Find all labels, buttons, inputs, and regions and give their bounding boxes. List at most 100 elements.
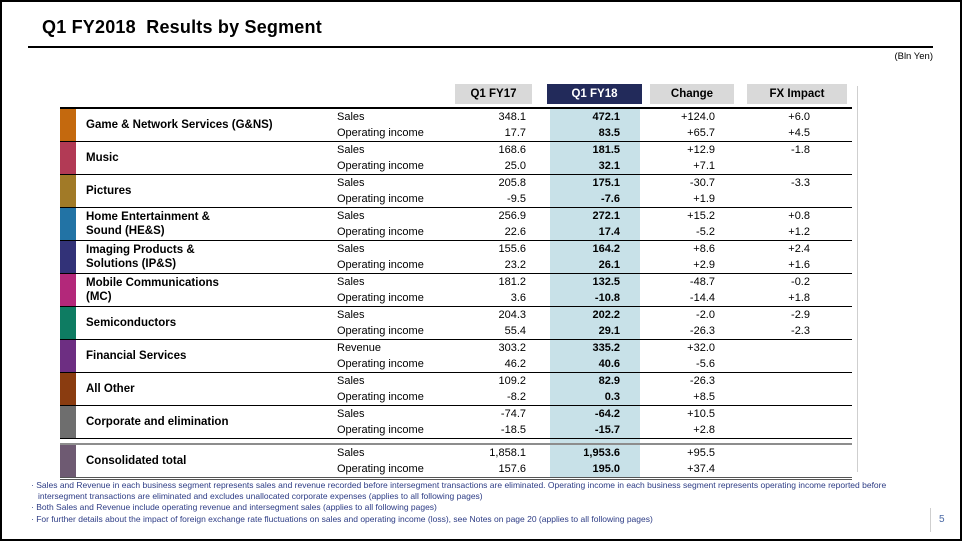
fx-impact-value [725, 373, 820, 389]
q1fy18-value: 181.5 [592, 144, 620, 156]
segment-row: Consolidated total Sales 1,858.1 1,953.6… [60, 445, 852, 477]
q1fy18-value: 335.2 [592, 342, 620, 354]
metric-label: Sales [337, 243, 365, 255]
q1fy18-value: 82.9 [598, 375, 620, 387]
segment-color-swatch [60, 241, 76, 273]
segment-color-swatch [60, 175, 76, 207]
q1fy17-value: 22.6 [504, 226, 526, 238]
segment-name: Game & Network Services (G&NS) [86, 118, 273, 131]
fx-impact-value [725, 356, 820, 372]
q1fy17-value: 1,858.1 [489, 447, 526, 459]
segment-name: Consolidated total [86, 454, 187, 467]
fx-impact-value: +0.8 [788, 210, 810, 222]
fx-impact-value: -0.2 [791, 276, 810, 288]
segment-row: Home Entertainment & Sound (HE&S) Sales … [60, 207, 852, 240]
change-value: +124.0 [681, 111, 715, 123]
q1fy18-value: 164.2 [592, 243, 620, 255]
q1fy17-value: 303.2 [498, 342, 526, 354]
metric-label: Sales [337, 144, 365, 156]
metric-row: Operating income -8.2 0.3 +8.5 [337, 389, 852, 405]
q1fy18-value: -7.6 [601, 193, 620, 205]
metric-label: Operating income [337, 292, 424, 304]
segment-color-swatch [60, 340, 76, 372]
q1fy17-value: 155.6 [498, 243, 526, 255]
metric-label: Sales [337, 375, 365, 387]
change-value: +8.6 [693, 243, 715, 255]
column-header-q1fy17: Q1 FY17 [455, 84, 532, 104]
metric-row: Sales 204.3 202.2 -2.0 -2.9 [337, 307, 852, 323]
segment-name: Home Entertainment & Sound (HE&S) [86, 210, 210, 237]
q1fy17-value: 25.0 [504, 160, 526, 172]
segment-name: Pictures [86, 184, 132, 197]
segment-color-swatch [60, 406, 76, 438]
metric-row: Operating income -9.5 -7.6 +1.9 [337, 191, 852, 207]
fx-impact-value: +6.0 [788, 111, 810, 123]
fx-impact-value [725, 422, 820, 438]
metric-label: Operating income [337, 358, 424, 370]
fx-impact-value [725, 191, 820, 207]
fx-impact-value: -1.8 [791, 144, 810, 156]
fx-impact-value: +4.5 [788, 127, 810, 139]
metric-row: Sales 155.6 164.2 +8.6 +2.4 [337, 241, 852, 257]
metric-row: Sales 256.9 272.1 +15.2 +0.8 [337, 208, 852, 224]
unit-label: (Bln Yen) [894, 51, 933, 62]
q1fy18-value: 40.6 [598, 358, 620, 370]
metric-label: Operating income [337, 193, 424, 205]
q1fy18-value: 29.1 [598, 325, 620, 337]
q1fy18-value: 175.1 [592, 177, 620, 189]
metric-label: Revenue [337, 342, 382, 354]
segment-name: Mobile Communications (MC) [86, 276, 219, 303]
metric-label: Sales [337, 408, 365, 420]
metric-row: Sales 348.1 472.1 +124.0 +6.0 [337, 109, 852, 125]
q1fy18-value: 202.2 [592, 309, 620, 321]
segment-color-swatch [60, 208, 76, 240]
metric-row: Operating income 46.2 40.6 -5.6 [337, 356, 852, 372]
change-value: -30.7 [689, 177, 715, 189]
q1fy17-value: 157.6 [498, 463, 526, 475]
q1fy17-value: 46.2 [504, 358, 526, 370]
change-value: +2.8 [693, 424, 715, 436]
metric-row: Revenue 303.2 335.2 +32.0 [337, 340, 852, 356]
fx-impact-value [725, 158, 820, 174]
q1fy17-value: 23.2 [504, 259, 526, 271]
fx-impact-value [725, 445, 820, 461]
fx-impact-value: +1.8 [788, 292, 810, 304]
metric-row: Sales 181.2 132.5 -48.7 -0.2 [337, 274, 852, 290]
fx-impact-value [725, 461, 820, 477]
change-value: -5.6 [696, 358, 715, 370]
change-value: +8.5 [693, 391, 715, 403]
page-number-divider [930, 508, 931, 532]
q1fy17-value: 348.1 [498, 111, 526, 123]
q1fy18-value: 17.4 [598, 226, 620, 238]
q1fy17-value: -18.5 [500, 424, 526, 436]
segment-color-swatch [60, 373, 76, 405]
change-value: +2.9 [693, 259, 715, 271]
q1fy18-value: 83.5 [598, 127, 620, 139]
page-title: Q1 FY2018 Results by Segment [42, 17, 322, 37]
q1fy18-value: 0.3 [604, 391, 620, 403]
segment-color-swatch [60, 274, 76, 306]
q1fy18-value: 195.0 [592, 463, 620, 475]
metric-row: Operating income 157.6 195.0 +37.4 [337, 461, 852, 477]
metric-label: Sales [337, 309, 365, 321]
change-value: +15.2 [687, 210, 715, 222]
metric-row: Operating income 23.2 26.1 +2.9 +1.6 [337, 257, 852, 273]
metric-label: Operating income [337, 160, 424, 172]
fx-impact-value: -3.3 [791, 177, 810, 189]
q1fy17-value: 55.4 [504, 325, 526, 337]
q1fy17-value: -74.7 [500, 408, 526, 420]
consolidated-total-section: Consolidated total Sales 1,858.1 1,953.6… [60, 443, 852, 480]
change-value: -48.7 [689, 276, 715, 288]
segment-color-swatch [60, 445, 76, 477]
segment-row: Semiconductors Sales 204.3 202.2 -2.0 -2… [60, 306, 852, 339]
segment-row: Mobile Communications (MC) Sales 181.2 1… [60, 273, 852, 306]
column-header-change: Change [650, 84, 734, 104]
metric-label: Sales [337, 177, 365, 189]
metric-label: Operating income [337, 259, 424, 271]
q1fy17-value: 256.9 [498, 210, 526, 222]
column-header-fx-impact: FX Impact [747, 84, 847, 104]
change-value: +1.9 [693, 193, 715, 205]
change-value: +65.7 [687, 127, 715, 139]
q1fy18-value: -64.2 [594, 408, 620, 420]
